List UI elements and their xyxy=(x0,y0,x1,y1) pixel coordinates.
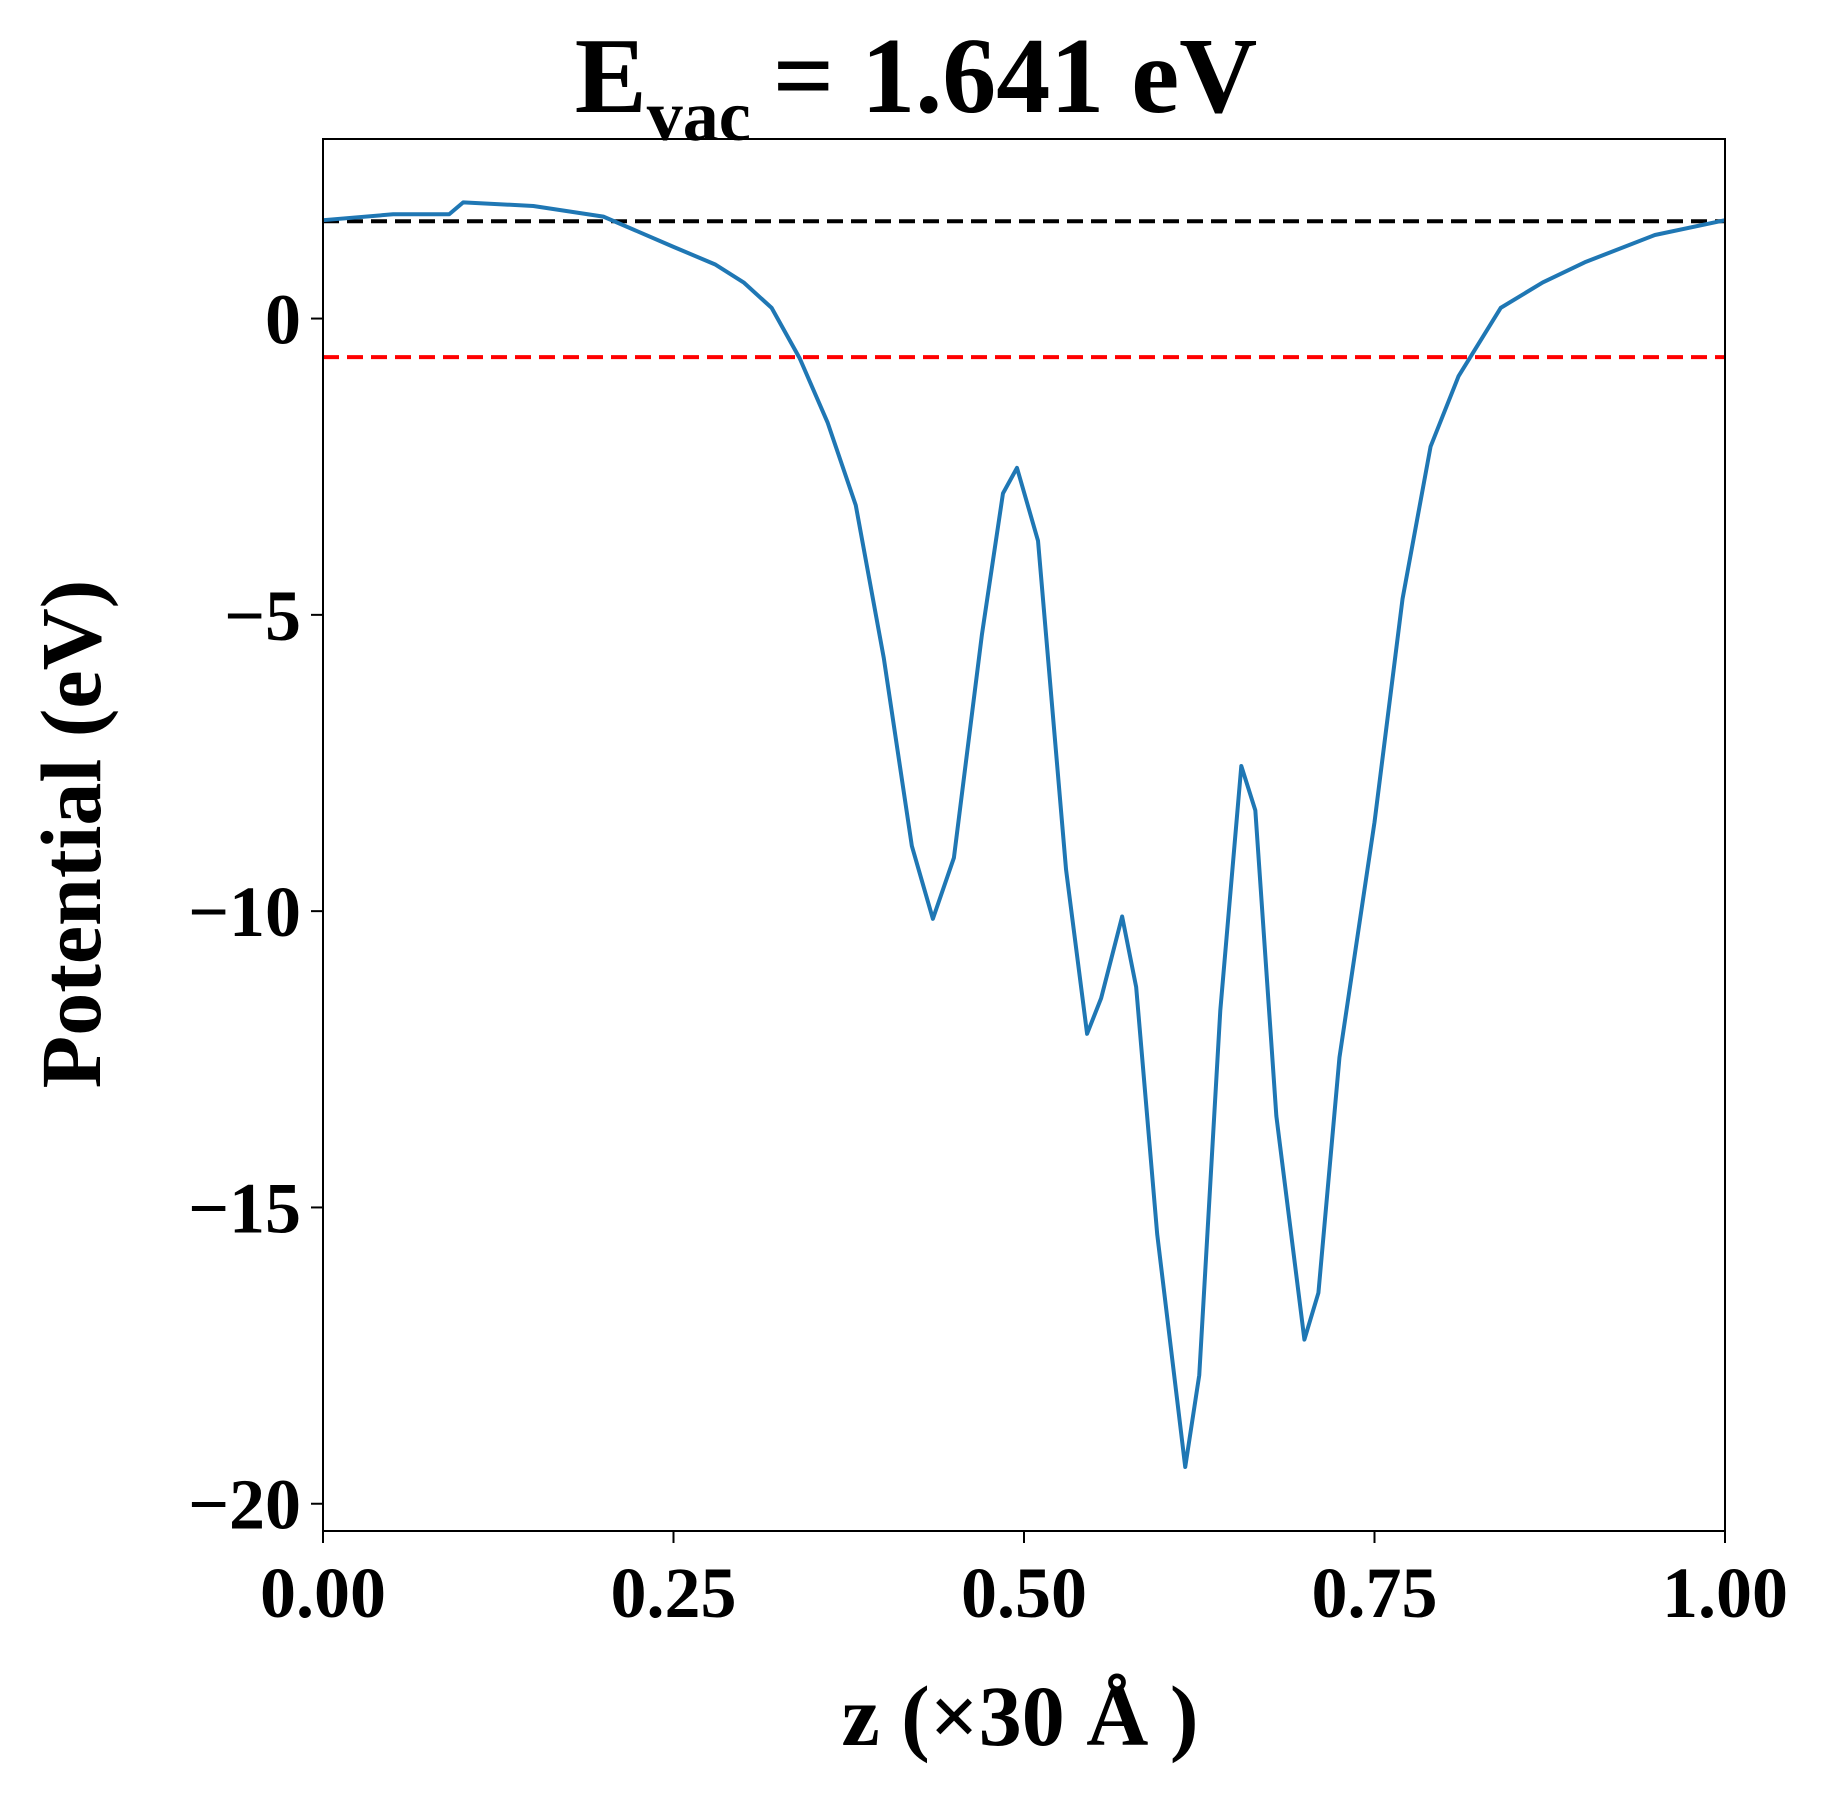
title-sub: vac xyxy=(647,76,751,156)
y-axis-label: Potential (eV) xyxy=(23,580,119,1089)
title-rest: = 1.641 eV xyxy=(773,17,1257,136)
x-tick-label: 0.00 xyxy=(260,1553,386,1633)
x-tick-label: 1.00 xyxy=(1662,1553,1788,1633)
plot-frame xyxy=(322,138,1726,1532)
x-tick-label: 0.75 xyxy=(1312,1553,1438,1633)
x-axis-label: z (×30 Å ) xyxy=(841,1668,1198,1764)
x-tick-label: 0.25 xyxy=(611,1553,737,1633)
chart-title: Evac = 1.641 eV xyxy=(575,17,1258,156)
y-tick-label: −5 xyxy=(224,576,301,656)
y-tick-label: −20 xyxy=(188,1465,301,1545)
title-main: E xyxy=(575,17,647,136)
y-tick-label: −15 xyxy=(188,1168,301,1248)
data-line xyxy=(322,200,1726,1469)
x-tick-label: 0.50 xyxy=(961,1553,1087,1633)
y-tick-label: 0 xyxy=(265,280,301,360)
y-tick-label: −10 xyxy=(188,872,301,952)
